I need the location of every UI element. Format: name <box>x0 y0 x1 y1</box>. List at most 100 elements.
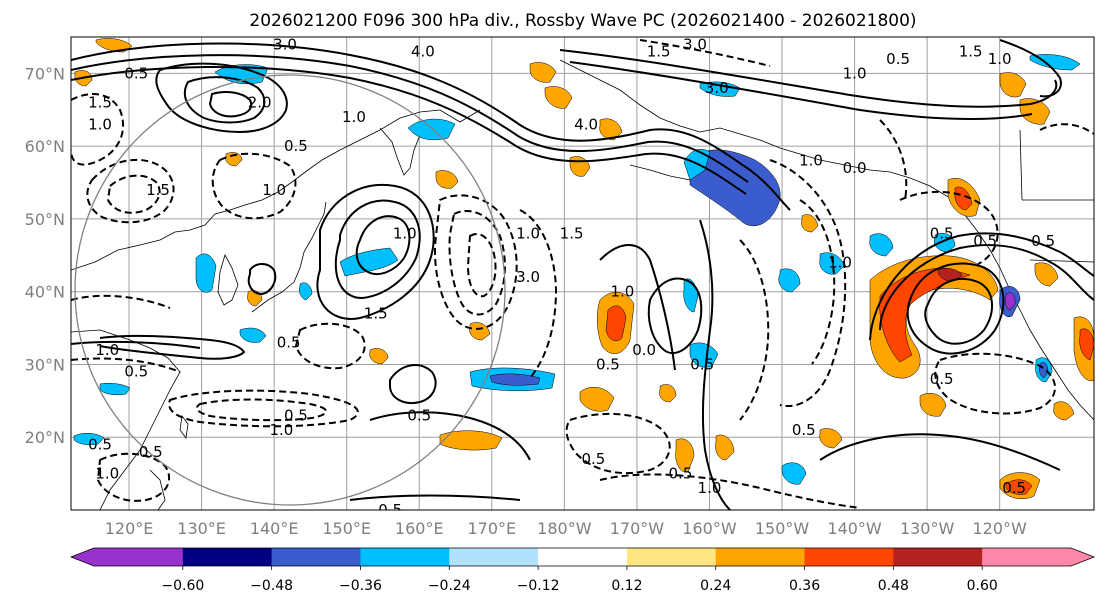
pos-shade-10 <box>879 267 971 363</box>
neg-shade-10 <box>869 233 894 257</box>
contour-trough-19 <box>294 322 366 370</box>
colorbar-label: −0.48 <box>250 578 293 594</box>
neg-shade-15 <box>1004 292 1016 311</box>
contour-ridge-12 <box>999 39 1062 98</box>
pos-shade-18 <box>1005 479 1033 495</box>
pos-shade-16 <box>1079 328 1094 361</box>
contour-label: 1.0 <box>828 254 852 272</box>
contour-ridge-24 <box>247 263 277 296</box>
contour-label: 2.0 <box>248 93 272 111</box>
lon-tick-label: 120°W <box>973 519 1028 538</box>
contour-label: 0.5 <box>124 363 148 381</box>
contour-label: 1.0 <box>516 224 540 242</box>
contour-label: 1.0 <box>88 115 112 133</box>
contour-label: 1.5 <box>88 93 112 111</box>
contour-trough-10 <box>195 398 327 422</box>
coastlines <box>71 59 1094 510</box>
solid-contours <box>71 39 1094 510</box>
contour-ridge-20 <box>599 244 676 371</box>
neg-shade-2 <box>407 118 456 141</box>
lon-tick-label: 160°E <box>395 519 444 538</box>
colorbar-swatch <box>893 548 983 566</box>
contour-label: 1.0 <box>988 50 1012 68</box>
contour-label: 0.5 <box>1002 479 1026 497</box>
contour-trough-5 <box>434 194 518 330</box>
figure-title: 2026021200 F096 300 hPa div., Rossby Wav… <box>249 11 916 31</box>
alaska-coastline <box>559 59 1094 421</box>
neg-shade-18 <box>1029 54 1081 71</box>
range-ring <box>74 74 506 506</box>
us-border <box>1029 259 1094 263</box>
colorbar-swatch <box>538 548 628 566</box>
contour-label: 3.0 <box>273 35 297 53</box>
neg-shade-6 <box>489 373 541 386</box>
contour-label: 1.0 <box>393 224 417 242</box>
contour-ridge-8 <box>334 199 421 300</box>
asia-coastline <box>71 109 481 271</box>
neg-shade-9 <box>819 252 845 275</box>
kamchatka-coastline <box>379 127 421 176</box>
pos-shade-31 <box>469 322 491 341</box>
neg-shade-4 <box>339 247 399 277</box>
contour-ridge-1 <box>71 42 791 211</box>
contour-labels: 3.0 4.00.51.51.02.00.51.01.5 1.04.01.5 3.03… <box>88 35 1055 510</box>
contour-label: 1.0 <box>698 479 722 497</box>
pos-shade-30 <box>801 214 819 233</box>
contour-trough-17 <box>1039 123 1094 135</box>
neg-shade-3 <box>195 253 217 293</box>
contour-trough-23 <box>71 357 181 373</box>
neg-shade-21 <box>99 382 131 396</box>
pos-shade-7 <box>605 305 627 341</box>
contour-trough-3 <box>106 174 161 214</box>
colorbar-label: 0.60 <box>967 578 998 594</box>
contour-label: 0.5 <box>973 232 997 250</box>
contour-trough-1 <box>71 93 125 166</box>
contour-trough-2 <box>86 158 175 224</box>
contour-label: 0.5 <box>690 355 714 373</box>
pos-shade-19 <box>999 72 1027 98</box>
contour-ridge-2 <box>71 54 749 183</box>
contour-label: 1.0 <box>610 283 634 301</box>
taiwan-coastline <box>179 414 189 440</box>
colorbar-swatch <box>271 548 361 566</box>
lat-tick-label: 70°N <box>25 64 65 83</box>
dashed-contours <box>71 39 1094 509</box>
neg-shade-22 <box>239 327 267 343</box>
colorbar-extend-low <box>71 548 94 566</box>
contour-label: 1.5 <box>959 43 983 61</box>
contour-label: 0.5 <box>930 370 954 388</box>
neg-shade-alaska <box>689 149 781 227</box>
colorbar-label: 0.24 <box>700 578 731 594</box>
colorbar-swatch <box>360 548 450 566</box>
contour-ridge-16 <box>869 232 1094 341</box>
neg-shade-7 <box>689 342 719 368</box>
lon-tick-label: 160°W <box>682 519 737 538</box>
map-frame <box>70 36 1095 511</box>
contour-label: 0.5 <box>284 406 308 424</box>
contour-ridge-5 <box>183 76 266 124</box>
contour-ridge-6 <box>208 91 253 118</box>
colorbar-label: −0.36 <box>339 578 382 594</box>
neg-shade-20 <box>299 282 313 301</box>
colorbar-outline <box>69 547 1096 567</box>
contour-label: 4.0 <box>574 115 598 133</box>
pos-shade-24 <box>819 428 843 449</box>
map-area[interactable]: 3.0 4.00.51.51.02.00.51.01.5 1.04.01.5 3.03… <box>70 35 1095 519</box>
latitude-axis: 70°N 60°N 50°N 40°N 30°N 20°N <box>25 64 65 447</box>
contour-trough-15 <box>899 190 999 265</box>
colorbar-label: 0.48 <box>878 578 909 594</box>
colorbar-swatch <box>94 548 184 566</box>
contour-trough-18 <box>639 39 771 67</box>
contour-trough-24 <box>599 473 861 509</box>
pos-shade-32 <box>95 38 133 53</box>
lon-tick-label: 130°W <box>900 519 955 538</box>
colorbar-swatch <box>804 548 894 566</box>
contour-label: 1.5 <box>364 305 388 323</box>
contour-trough-16 <box>934 352 1056 415</box>
pos-shade-22 <box>675 438 695 473</box>
contour-trough-11 <box>769 159 847 407</box>
contour-label: 0.5 <box>596 355 620 373</box>
neg-shade-13 <box>781 462 807 485</box>
pos-shade-14 <box>1034 262 1059 287</box>
contour-label: 1.0 <box>95 465 119 483</box>
